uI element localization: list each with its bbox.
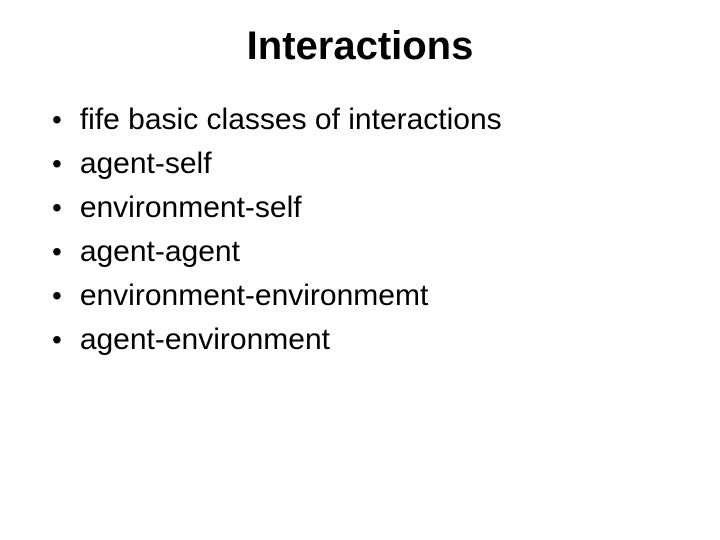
list-item: • agent-self	[52, 145, 720, 183]
list-item: • environment-self	[52, 189, 720, 227]
bullet-text: agent-environment	[80, 321, 330, 359]
bullet-text: environment-self	[80, 189, 302, 227]
bullet-icon: •	[52, 277, 62, 315]
list-item: • fife basic classes of interactions	[52, 101, 720, 139]
list-item: • agent-environment	[52, 321, 720, 359]
bullet-text: agent-self	[80, 145, 212, 183]
bullet-icon: •	[52, 189, 62, 227]
list-item: • agent-agent	[52, 233, 720, 271]
bullet-icon: •	[52, 145, 62, 183]
bullet-text: agent-agent	[80, 233, 240, 271]
slide-title: Interactions	[0, 24, 720, 69]
bullet-icon: •	[52, 101, 62, 139]
bullet-list: • fife basic classes of interactions • a…	[0, 101, 720, 359]
slide-container: Interactions • fife basic classes of int…	[0, 0, 720, 540]
bullet-text: environment-environmemt	[80, 277, 428, 315]
bullet-text: fife basic classes of interactions	[80, 101, 502, 139]
bullet-icon: •	[52, 321, 62, 359]
bullet-icon: •	[52, 233, 62, 271]
list-item: • environment-environmemt	[52, 277, 720, 315]
